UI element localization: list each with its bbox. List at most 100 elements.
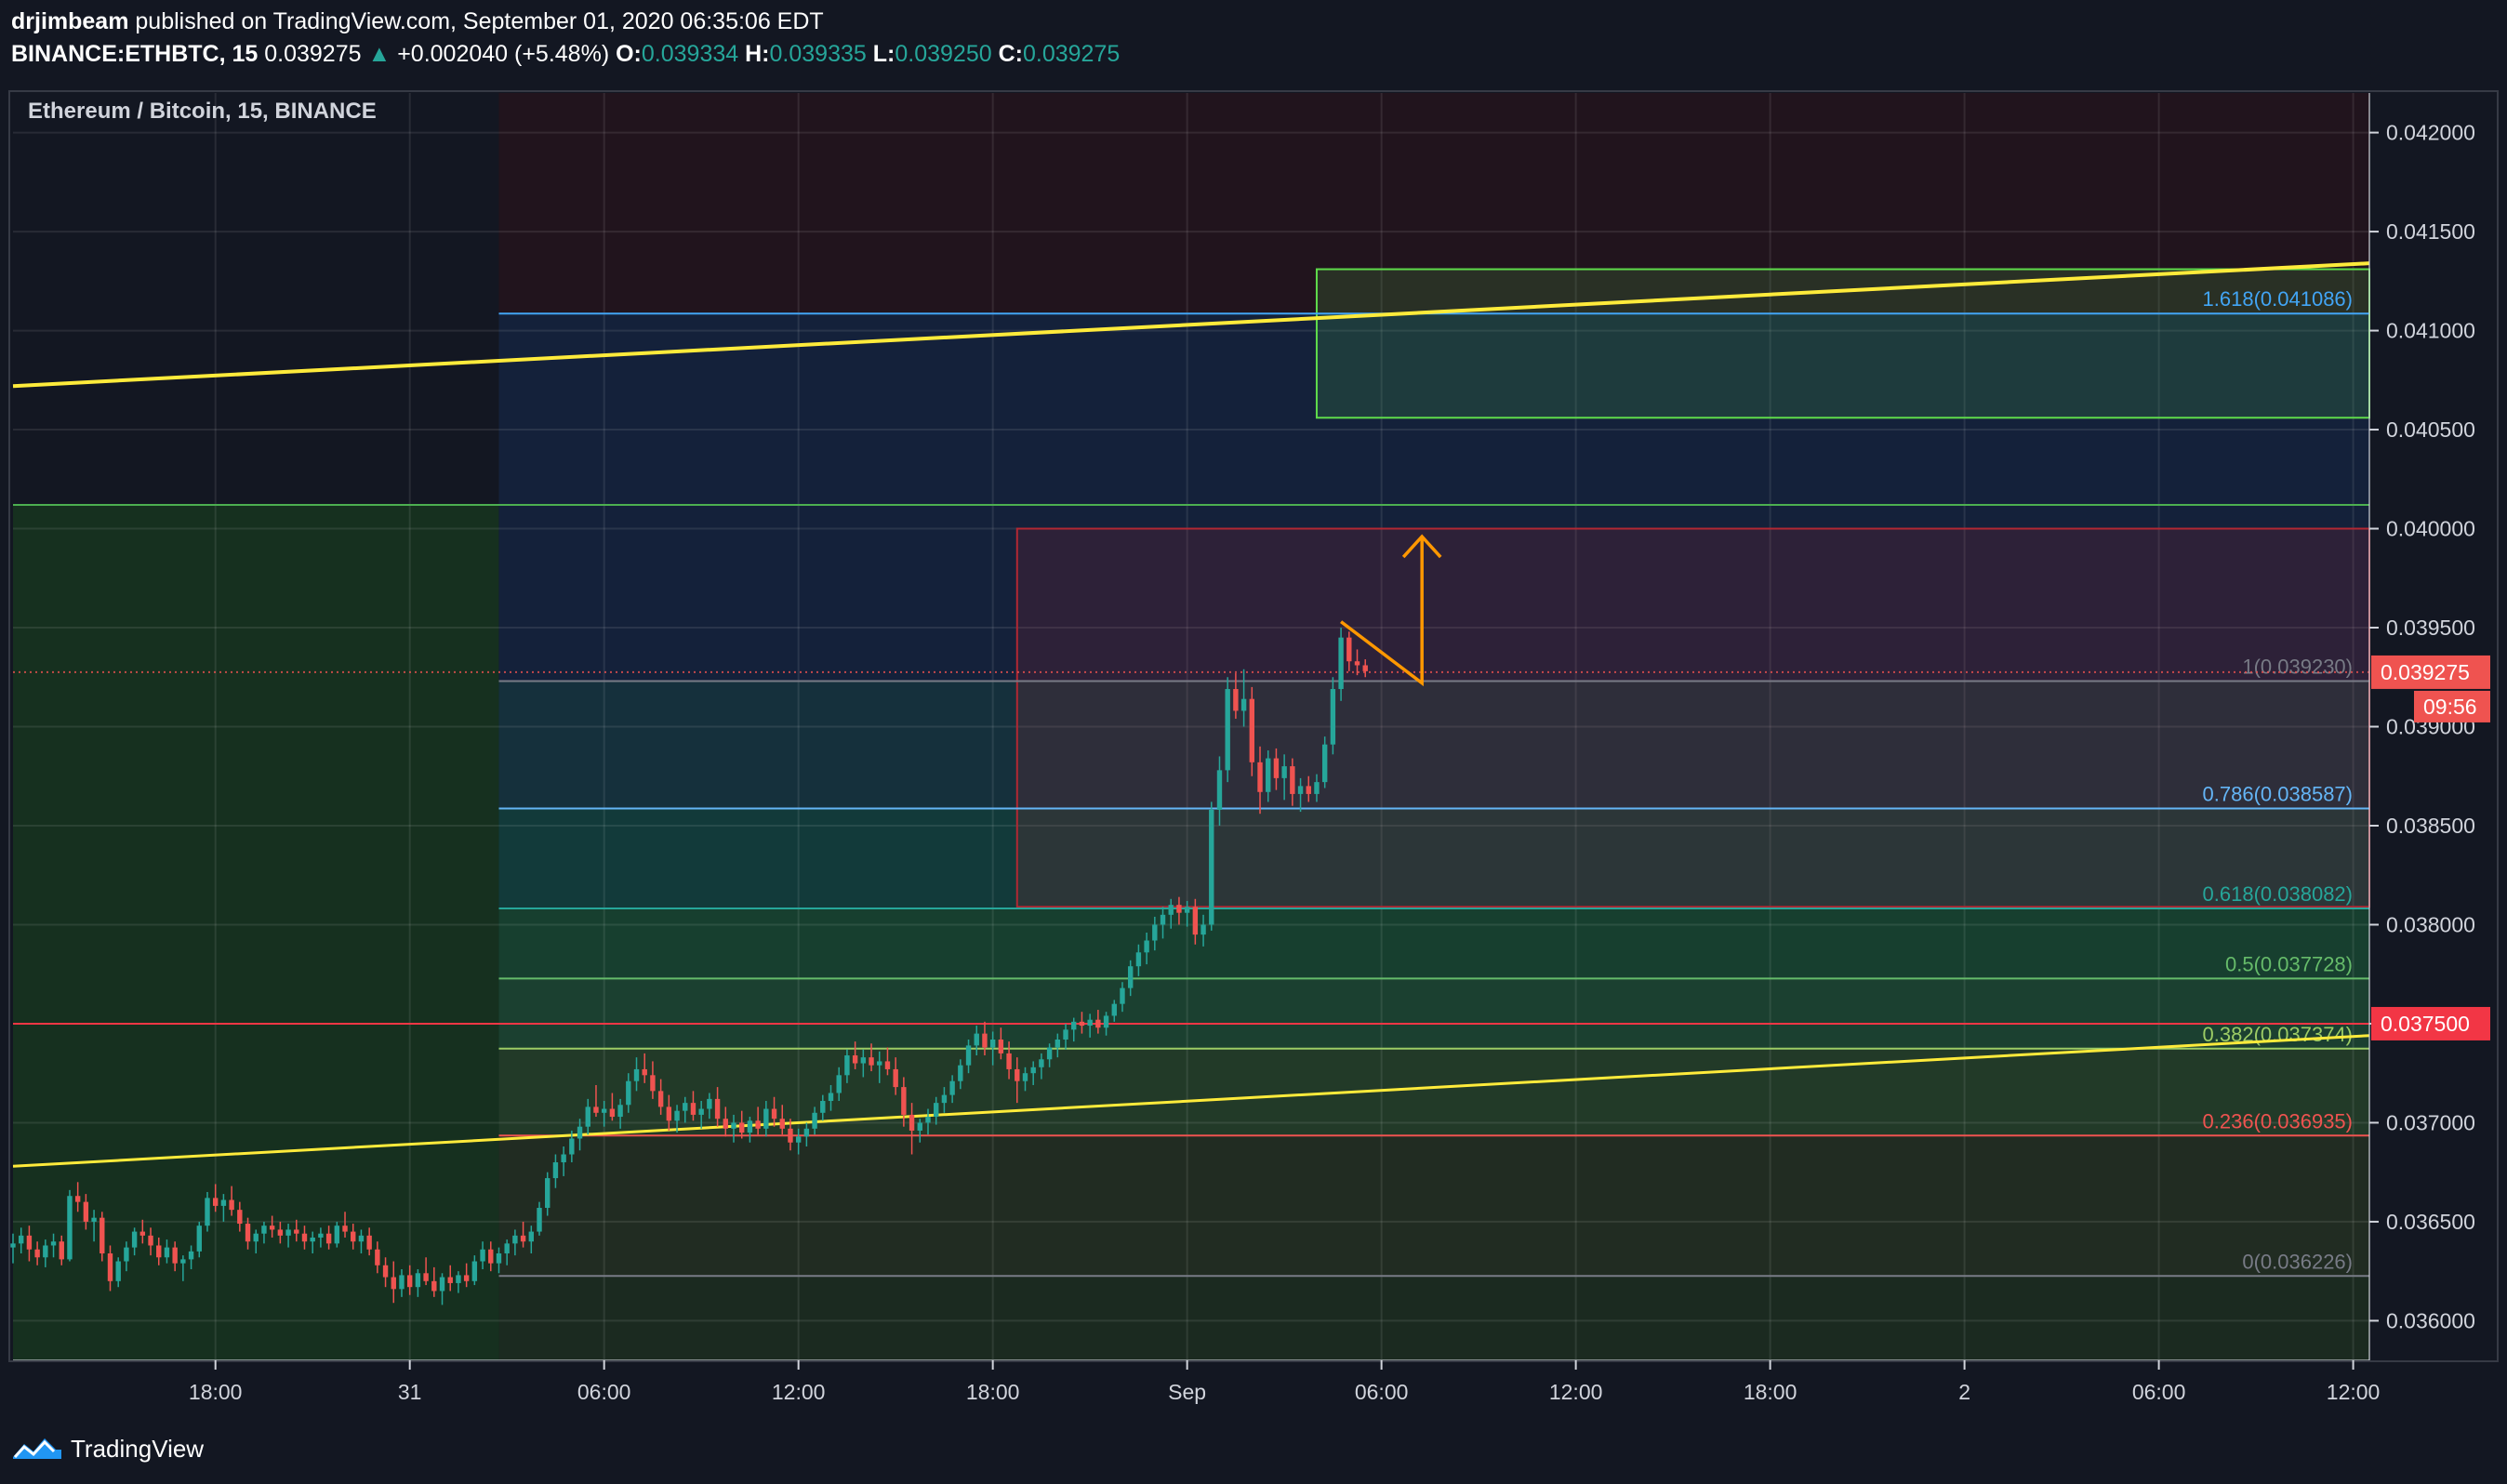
candle-body <box>803 1128 810 1137</box>
candle <box>253 1229 259 1253</box>
candle-body <box>1063 1029 1068 1040</box>
candle <box>1281 754 1287 801</box>
x-tick-label: 18:00 <box>1744 1380 1797 1404</box>
candle-body <box>253 1233 259 1242</box>
candle <box>229 1186 234 1216</box>
background-zones <box>13 93 2369 1360</box>
candle <box>107 1245 113 1292</box>
candle <box>1111 1000 1117 1022</box>
resistance-box[interactable] <box>1015 527 2370 908</box>
countdown-tag <box>2414 690 2490 722</box>
candle <box>989 1031 996 1066</box>
candle <box>909 1103 915 1155</box>
footer: TradingView <box>11 1430 204 1467</box>
candle <box>844 1049 850 1083</box>
candle-body <box>205 1198 210 1226</box>
candle <box>1152 916 1158 951</box>
x-tick-label: 06:00 <box>1355 1380 1409 1404</box>
candle <box>212 1184 219 1212</box>
candle <box>504 1239 510 1265</box>
candle-body <box>1209 809 1214 925</box>
candle-body <box>1152 924 1158 941</box>
countdown-label: 09:56 <box>2423 695 2477 719</box>
candle-body <box>1192 907 1199 935</box>
candle <box>406 1265 413 1295</box>
candle <box>763 1101 769 1137</box>
candle <box>156 1237 162 1265</box>
candle-body <box>771 1108 777 1120</box>
candle <box>1160 907 1166 939</box>
candle-body <box>34 1249 40 1258</box>
candle <box>164 1239 170 1264</box>
candle-body <box>901 1087 907 1115</box>
candle-body <box>1266 758 1271 792</box>
candle <box>1039 1053 1044 1080</box>
last-price-label: 0.039275 <box>2381 660 2470 684</box>
candle <box>731 1114 736 1143</box>
candle-body <box>1297 786 1304 794</box>
trendline[interactable] <box>12 1034 2370 1168</box>
fib-level-label: 0.618(0.038082) <box>2203 882 2353 906</box>
candle-body <box>545 1178 550 1209</box>
author-name[interactable]: drjimbeam <box>11 8 129 34</box>
x-tick-label: 2 <box>1958 1380 1970 1404</box>
y-tick-label: 0.038000 <box>2386 912 2475 936</box>
drawing-tools[interactable]: 1.618(0.041086) 1(0.039230) 0.786(0.038587… <box>12 261 2370 1278</box>
candle <box>593 1084 599 1118</box>
trendline[interactable] <box>12 261 2370 389</box>
fib-zone-618 <box>498 908 2369 979</box>
candle <box>1297 777 1304 813</box>
candle-body <box>828 1093 834 1102</box>
change-arrow-icon: ▲ <box>367 41 391 67</box>
candle <box>609 1093 616 1121</box>
target-box[interactable] <box>1315 268 2370 419</box>
candle-body <box>148 1235 153 1246</box>
candle-body <box>19 1235 24 1244</box>
candle-body <box>893 1068 898 1088</box>
candle <box>683 1096 688 1123</box>
candle <box>836 1067 842 1102</box>
candle <box>334 1221 340 1248</box>
candle-body <box>1281 766 1287 778</box>
candle <box>537 1201 542 1236</box>
candle-body <box>569 1138 575 1155</box>
candle-body <box>50 1241 57 1246</box>
x-tick-label: 06:00 <box>577 1380 631 1404</box>
tradingview-brand[interactable]: TradingView <box>71 1434 205 1463</box>
candle-body <box>844 1055 850 1076</box>
candle-body <box>269 1226 275 1230</box>
candle <box>463 1263 470 1288</box>
y-tick-label: 0.040500 <box>2386 417 2475 442</box>
candle-body <box>1135 952 1142 967</box>
candle-body <box>1022 1073 1028 1081</box>
candle <box>1306 775 1311 802</box>
candle-body <box>650 1075 656 1092</box>
candle-body <box>690 1103 696 1115</box>
candle <box>1209 802 1214 931</box>
candle <box>1046 1043 1053 1067</box>
publish-info: published on TradingView.com, September … <box>135 8 824 34</box>
open-value: 0.039334 <box>641 41 739 67</box>
candle <box>480 1241 485 1270</box>
candle-body <box>431 1280 437 1292</box>
y-tick-label: 0.041000 <box>2386 319 2475 343</box>
candle-body <box>577 1126 583 1139</box>
candle-body <box>698 1108 704 1115</box>
candle-body <box>1087 1019 1093 1027</box>
fib-level-label: 0.236(0.036935) <box>2203 1109 2353 1133</box>
candle <box>67 1189 73 1262</box>
fib-level-label: 0.5(0.037728) <box>2225 952 2353 975</box>
projection-arrow[interactable] <box>1340 537 1424 687</box>
open-label: O: <box>616 41 642 67</box>
candle-body <box>91 1217 97 1222</box>
y-tick-label: 0.037000 <box>2386 1110 2475 1134</box>
candle <box>358 1229 365 1253</box>
candle <box>488 1241 494 1272</box>
candle <box>1249 686 1255 776</box>
candle <box>1022 1067 1028 1092</box>
candle <box>512 1229 518 1256</box>
fib-zone-top <box>498 93 2369 314</box>
candle-body <box>67 1196 73 1260</box>
tradingview-logo-icon[interactable] <box>11 1435 63 1463</box>
